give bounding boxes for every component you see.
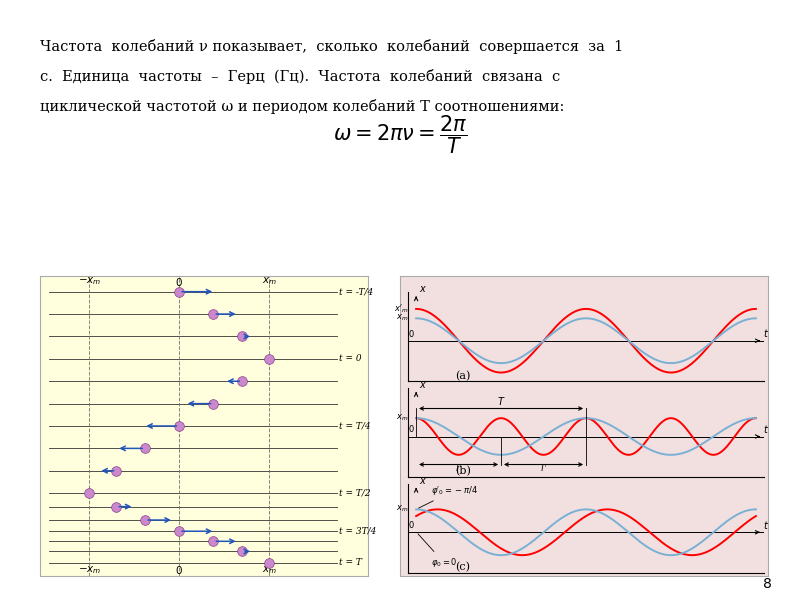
Text: $0$: $0$ bbox=[408, 328, 414, 338]
Text: t = 3T/4: t = 3T/4 bbox=[339, 527, 377, 536]
Text: $x'_m$: $x'_m$ bbox=[394, 302, 409, 314]
Text: $T'$: $T'$ bbox=[539, 462, 548, 473]
Text: (c): (c) bbox=[455, 562, 470, 572]
Text: $x_m$: $x_m$ bbox=[396, 412, 409, 423]
Text: $x$: $x$ bbox=[419, 476, 427, 486]
Text: $0$: $0$ bbox=[408, 519, 414, 530]
Text: $t$: $t$ bbox=[762, 423, 769, 435]
Text: t = T/2: t = T/2 bbox=[339, 488, 371, 497]
Text: $-x_m$: $-x_m$ bbox=[78, 275, 101, 287]
Text: $x_m$: $x_m$ bbox=[262, 275, 277, 287]
Text: $\varphi'_0 = -\pi/4$: $\varphi'_0 = -\pi/4$ bbox=[418, 484, 478, 508]
Text: $-x_m$: $-x_m$ bbox=[78, 565, 101, 577]
Text: $x_m$: $x_m$ bbox=[396, 313, 409, 323]
Text: t = -T/4: t = -T/4 bbox=[339, 287, 374, 296]
Text: t = T: t = T bbox=[339, 558, 362, 567]
Text: (b): (b) bbox=[455, 466, 470, 476]
Text: $T$: $T$ bbox=[497, 395, 506, 407]
Text: $0$: $0$ bbox=[175, 275, 183, 287]
Text: с.  Единица  частоты  –  Герц  (Гц).  Частота  колебаний  связана  с: с. Единица частоты – Герц (Гц). Частота … bbox=[40, 69, 560, 84]
Text: $x$: $x$ bbox=[419, 380, 427, 390]
Text: Частота  колебаний ν показывает,  сколько  колебаний  совершается  за  1: Частота колебаний ν показывает, сколько … bbox=[40, 39, 623, 54]
Text: $t$: $t$ bbox=[762, 328, 769, 340]
Text: $0$: $0$ bbox=[408, 424, 414, 434]
Text: $0$: $0$ bbox=[175, 565, 183, 577]
Text: $x_m$: $x_m$ bbox=[262, 565, 277, 577]
Text: $\varphi_0 = 0$: $\varphi_0 = 0$ bbox=[418, 534, 458, 569]
Text: (a): (a) bbox=[455, 371, 470, 381]
Text: $x_m$: $x_m$ bbox=[396, 503, 409, 514]
Text: t = T/4: t = T/4 bbox=[339, 421, 371, 430]
Text: $t$: $t$ bbox=[762, 519, 769, 531]
Text: циклической частотой ω и периодом колебаний Τ соотношениями:: циклической частотой ω и периодом колеба… bbox=[40, 99, 564, 114]
Text: $T'$: $T'$ bbox=[454, 462, 463, 473]
Text: 8: 8 bbox=[763, 577, 772, 591]
Text: $\omega = 2\pi\nu = \dfrac{2\pi}{T}$: $\omega = 2\pi\nu = \dfrac{2\pi}{T}$ bbox=[333, 114, 467, 156]
Text: t = 0: t = 0 bbox=[339, 355, 362, 364]
Text: $x$: $x$ bbox=[419, 284, 427, 295]
